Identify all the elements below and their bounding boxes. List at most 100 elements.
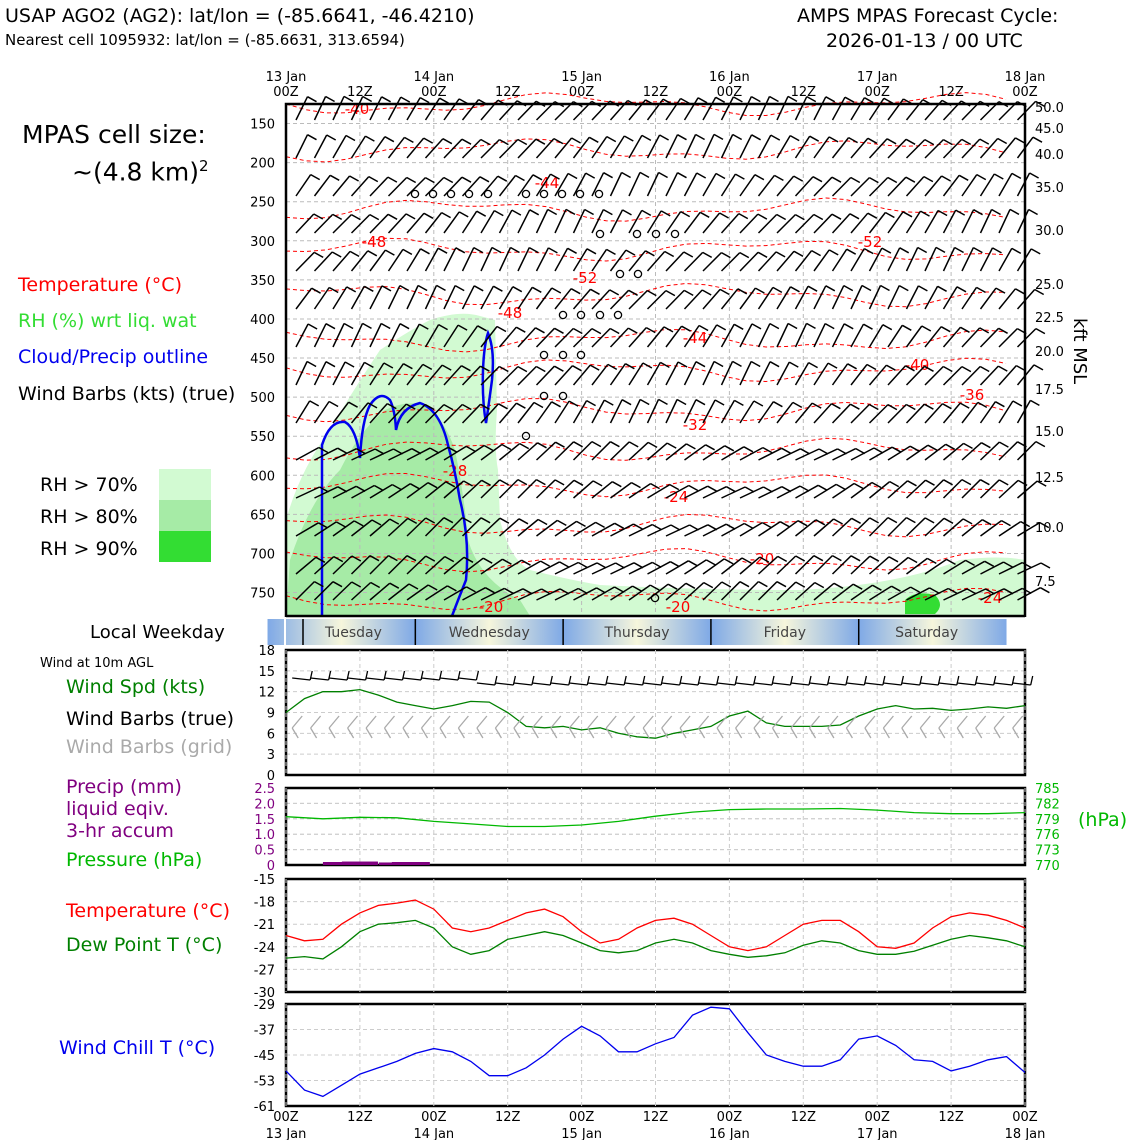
weekday-band-2 [563,619,711,645]
wind-barb-312 [887,365,915,386]
wind-tick-1: 15 [258,665,275,680]
wind-barb-227 [794,285,818,310]
bottom-hour-label-5: 12Z [643,1110,669,1125]
wind-barb-341 [683,399,706,424]
pressure-rtick-0: 785 [1035,782,1060,797]
pressure-rtick-3: 776 [1035,828,1060,843]
bottom-date-label-2: 14 Jan [413,1127,454,1140]
wind-barb-grid-4 [365,715,377,739]
wind-barb-195 [942,246,964,272]
weekday-label-4: Saturday [895,625,958,641]
wind-barb-grid-9 [457,715,469,739]
wind-barb-416 [591,481,622,499]
wind-tick-0: 18 [258,644,275,659]
wind-barb-222 [702,288,730,310]
weekday-label-2: Thursday [603,625,669,641]
wind-barb-462 [702,523,736,537]
wind-barb-394 [924,443,956,461]
wind-barb-288 [443,365,471,386]
wind-barb-155 [942,209,966,234]
wind-barb-512 [887,556,918,575]
wind-barb-526 [406,584,438,601]
wind-barb-488 [443,556,474,575]
wind-barb-225 [757,286,783,310]
wind-barb-389 [832,447,866,461]
wind-barb-grid-23 [716,715,728,739]
wind-barb-81 [313,174,340,197]
kft-tick-2: 40.0 [1035,148,1064,163]
legend-wind: Wind Barbs (kts) (true) [18,383,236,405]
wind-barb-266 [776,322,798,348]
wind-barb-374 [554,441,583,461]
wind-barb-498 [628,561,662,575]
wind-barb-60 [665,134,687,159]
wind-barb-171 [498,246,520,272]
isotherm-label-9: -32 [683,416,708,434]
wind-barb-390 [850,447,884,461]
wind-barb-26 [776,95,798,121]
wind-barb-true-35 [938,675,960,686]
wind-barb-440 [295,522,328,537]
wind-barb-grid-7 [420,715,432,739]
wind-barb-534 [554,587,588,601]
wind-barb-160 [295,251,324,272]
wind-barb-50 [480,138,509,159]
wind-barb-410 [480,479,509,499]
wind-barb-2 [332,95,354,121]
wind-barb-true-10 [476,675,498,686]
wind-barb-true-26 [772,675,794,686]
wind-chill-label: Wind Chill T (°C) [59,1037,216,1059]
wind-barb-52 [517,138,546,159]
wind-barb-407 [425,481,456,499]
precip-tick-2: 1.5 [254,813,275,828]
wind-barb-507 [794,555,824,575]
top-hour-label-8: 00Z [864,85,890,100]
wind-barb-452 [517,518,548,537]
wind-barb-grid-17 [605,715,617,739]
wind-barb-30 [850,97,874,121]
wind-barb-82 [332,175,359,197]
wind-barb-88 [443,176,472,197]
isotherm-9 [285,472,1007,498]
wind-barb-221 [683,289,712,310]
wind-barb-540 [665,582,696,601]
wind-barb-91 [498,174,525,197]
wind-barb-536 [591,586,624,601]
precip-label-2: liquid eqiv. [66,798,169,820]
wind-barb-190 [850,247,874,272]
wind-barb-241 [313,323,336,348]
wind-barb-317 [979,365,1008,386]
wind-barb-44 [369,136,395,159]
wind-barb-290 [480,365,509,386]
wind-barb-510 [850,555,880,575]
top-hour-label-4: 00Z [569,85,595,100]
wind-barb-254 [554,327,583,348]
wind-barb-102 [702,172,726,197]
pressure-tick-300: 300 [250,235,275,250]
wind-barb-218 [628,289,657,310]
ice-marker-4 [483,189,493,199]
ice-marker-12 [651,229,661,239]
wind-tick-5: 3 [267,748,275,763]
weekday-label-1: Wednesday [449,625,530,641]
wind-barb-313 [905,365,934,386]
wind-barb-524 [369,582,400,601]
wind-barb-grid-1 [310,715,322,739]
legend-rh80-label: RH > 80% [40,506,138,528]
wind-barb-285 [387,363,413,386]
wind-barb-252 [517,327,545,348]
wind-barb-322 [332,401,358,424]
wind-barb-460 [665,524,699,537]
wind-barb-294 [554,365,582,386]
wind-barb-43 [350,135,375,159]
wind-barb-417 [610,481,641,499]
wind-barb-224 [739,287,765,310]
cell-size-text: ~(4.8 km) [72,157,199,187]
wind-barb-grid-2 [328,715,340,739]
wind-barb-437 [979,479,1009,499]
top-date-label-8: 17 Jan [857,70,898,85]
kft-tick-9: 15.0 [1035,425,1064,440]
precip-tick-0: 2.5 [254,782,275,797]
wind-barb-480 [295,556,326,575]
wind-barb-228 [813,285,836,310]
